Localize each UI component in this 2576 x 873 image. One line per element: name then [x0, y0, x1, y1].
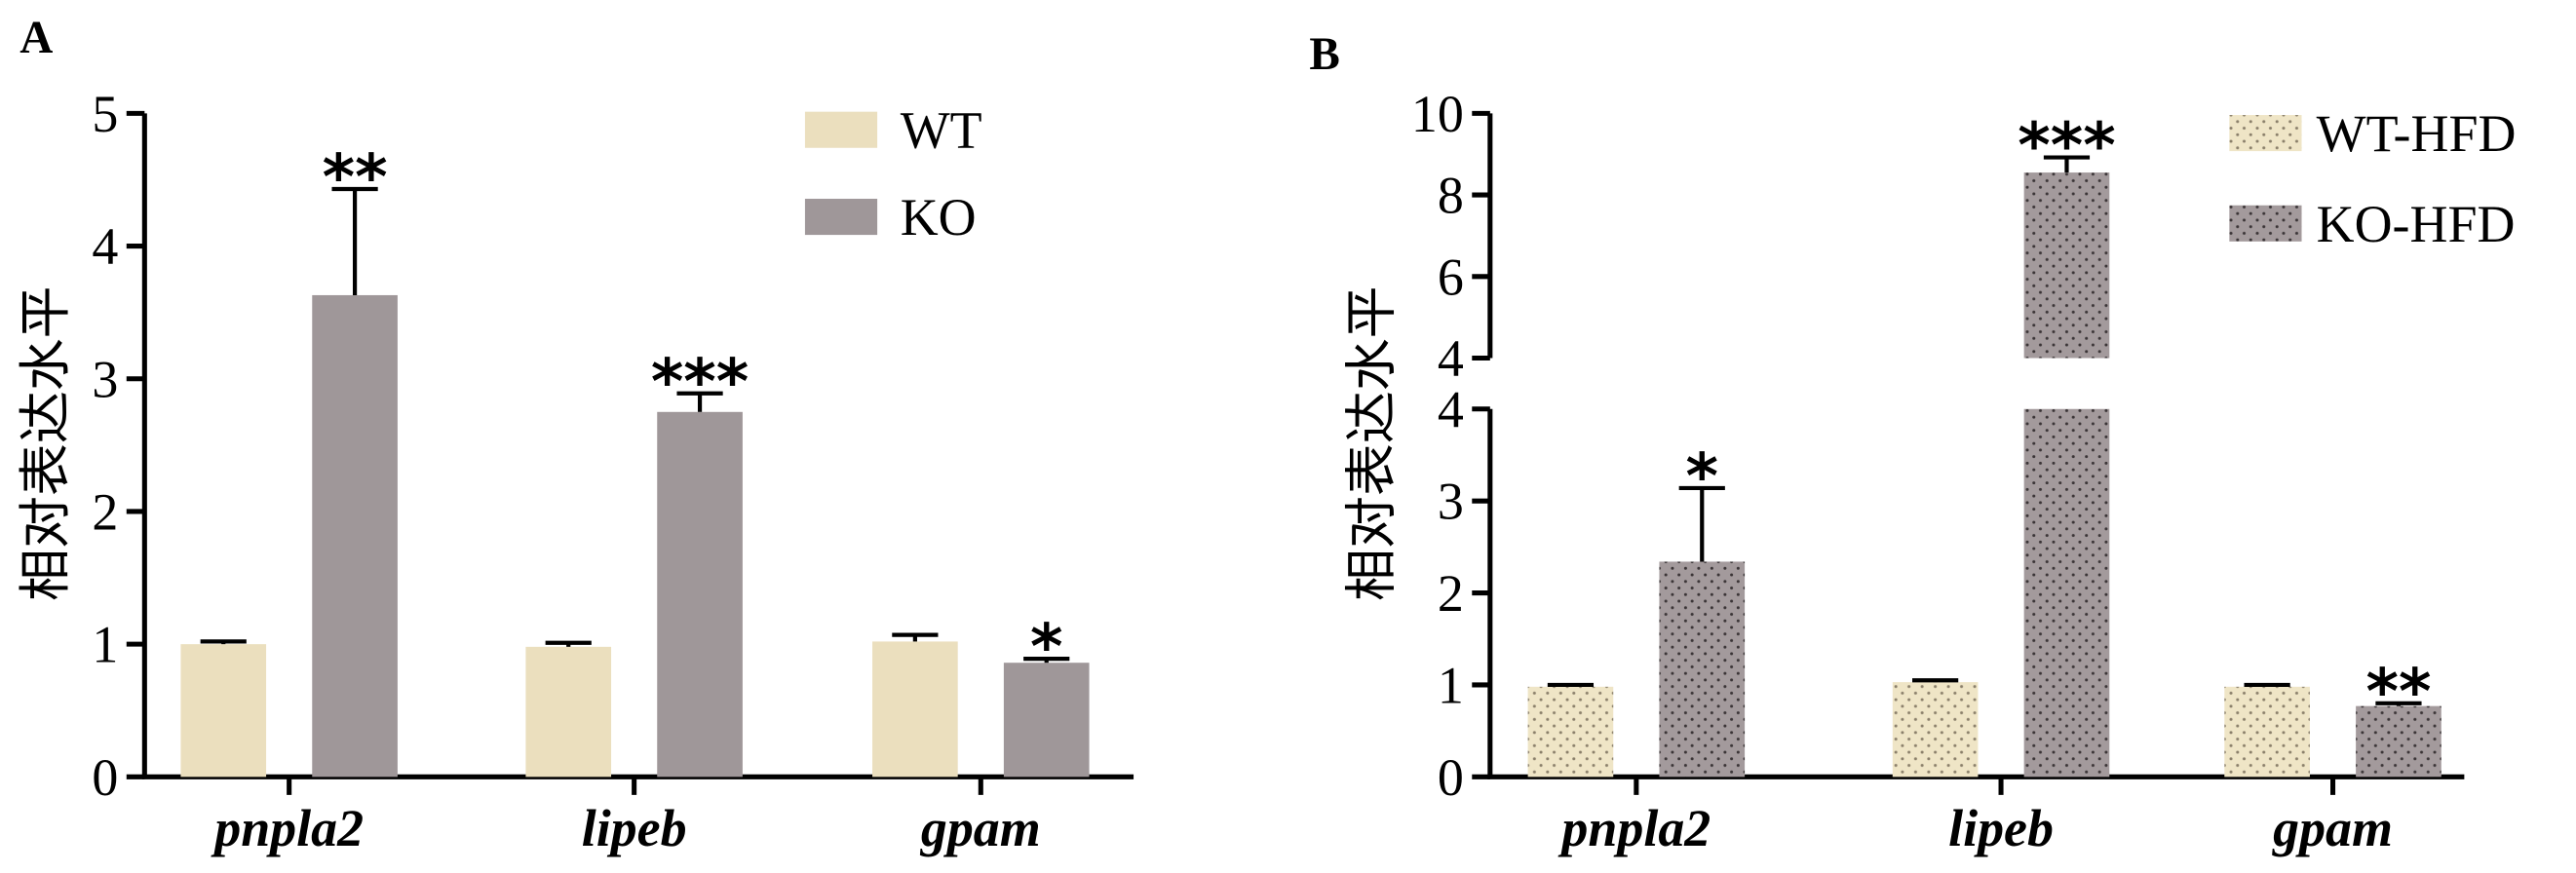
legend-label: WT-HFD [2317, 104, 2517, 163]
bar [657, 411, 743, 778]
significance: *** [651, 347, 749, 419]
y-axis-label: 相对表达水平 [15, 285, 76, 601]
y-tick-label: 6 [1438, 247, 1464, 306]
bar [2023, 172, 2110, 359]
bar [872, 641, 958, 778]
panel-label: B [1309, 29, 1339, 80]
x-tick-label: lipeb [582, 799, 687, 857]
y-tick-label: 10 [1411, 85, 1464, 143]
y-tick-label: 0 [92, 748, 118, 807]
legend-swatch [2229, 115, 2302, 152]
bar [1659, 561, 1746, 778]
y-tick-label: 3 [92, 350, 118, 408]
bar [2224, 686, 2310, 778]
legend-label: WT [901, 101, 982, 160]
y-tick-label: 3 [1438, 473, 1464, 531]
legend-swatch [2229, 205, 2302, 242]
x-tick-label: lipeb [1948, 799, 2054, 857]
y-tick-label: 0 [1438, 748, 1464, 807]
y-axis-label: 相对表达水平 [1340, 285, 1402, 601]
y-tick-label: 1 [1438, 656, 1464, 714]
legend-swatch [804, 199, 878, 236]
legend-label: KO [901, 188, 977, 247]
panel-label: A [19, 13, 53, 63]
bar [1892, 682, 1979, 778]
significance: * [1030, 612, 1063, 684]
bar [525, 646, 612, 778]
bar [2356, 705, 2441, 778]
y-tick-label: 8 [1438, 167, 1464, 225]
legend-swatch [804, 111, 878, 148]
y-tick-label: 5 [92, 85, 118, 143]
y-tick-label: 4 [1438, 329, 1464, 388]
x-tick-label: pnpla2 [211, 799, 364, 857]
legend-label: KO-HFD [2317, 195, 2516, 253]
y-tick-label: 4 [1438, 380, 1464, 438]
significance: * [1686, 441, 1719, 513]
x-tick-label: pnpla2 [1557, 799, 1711, 857]
bar [312, 294, 398, 778]
x-tick-label: gpam [920, 799, 1041, 857]
bar [1003, 663, 1090, 778]
y-tick-label: 1 [92, 616, 118, 674]
bar [180, 644, 267, 778]
x-tick-label: gpam [2272, 799, 2393, 857]
bar [2023, 408, 2110, 778]
bar [1527, 686, 1614, 778]
y-tick-label: 4 [92, 217, 118, 276]
y-tick-label: 2 [1438, 564, 1464, 623]
significance: ** [2365, 657, 2431, 729]
significance: *** [2018, 111, 2115, 183]
significance: ** [323, 142, 388, 214]
y-tick-label: 2 [92, 482, 118, 541]
